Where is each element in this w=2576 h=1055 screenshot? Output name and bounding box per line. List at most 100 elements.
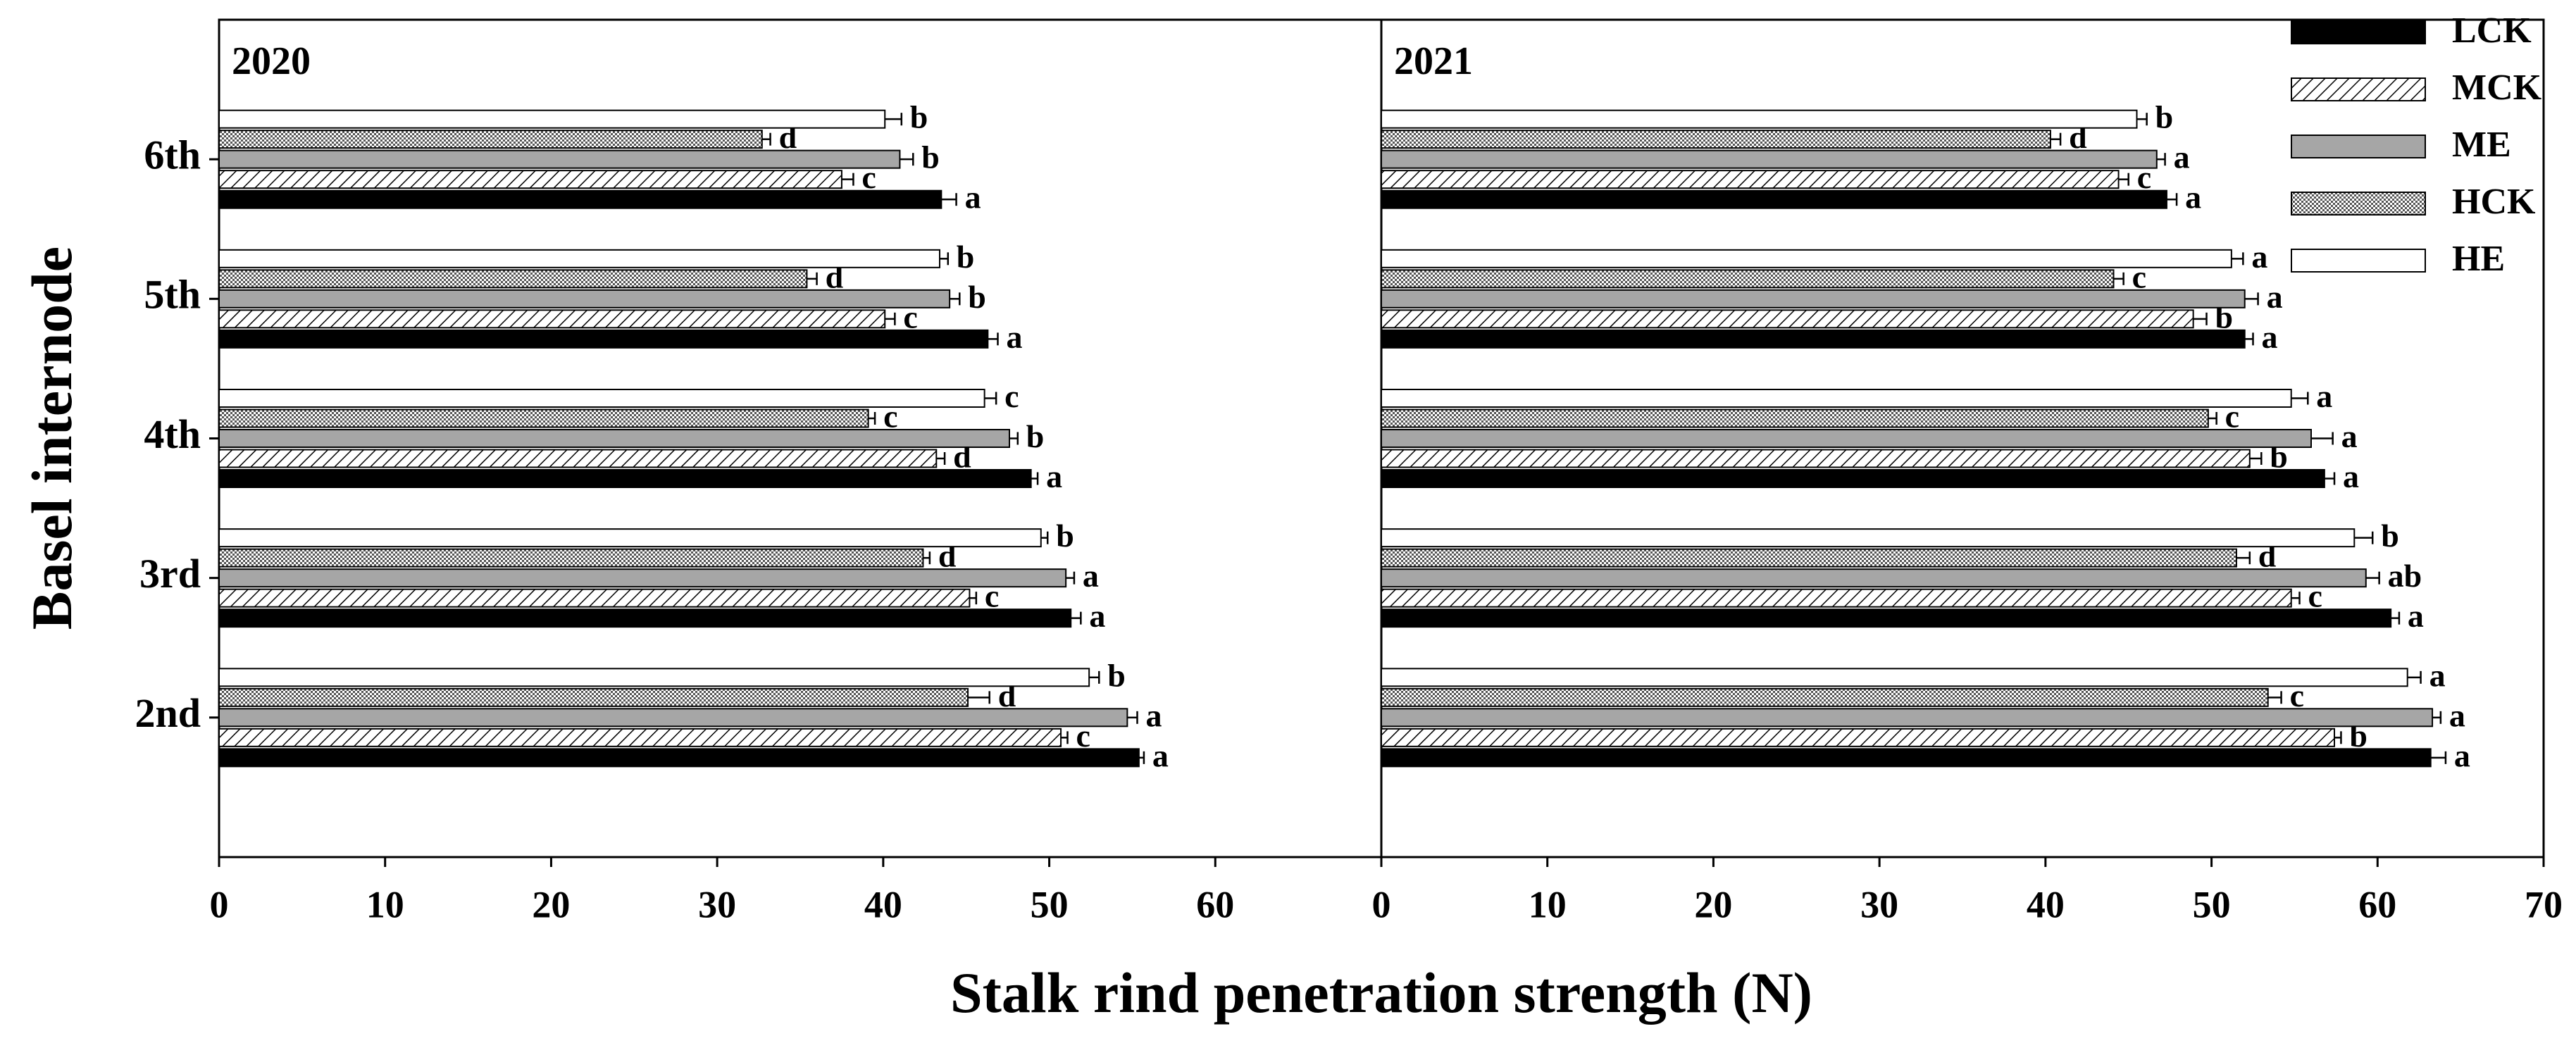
bar [218,189,942,209]
bar [218,389,985,408]
x-tick-label: 20 [1694,883,1732,925]
legend-swatch [2291,20,2426,44]
bar [218,728,1062,747]
bar [218,528,1042,548]
bar [1381,429,2312,448]
bar [1381,109,2138,129]
bar [1381,668,2408,687]
significance-letter: a [1152,737,1169,773]
x-tick-label: 0 [1372,883,1391,925]
x-tick-label: 60 [1196,883,1234,925]
significance-letter: b [2381,518,2399,554]
bar [218,687,969,707]
bar [218,449,938,468]
bar [1381,389,2292,408]
bar [218,130,763,149]
x-tick-label: 0 [210,883,229,925]
bar [218,329,989,349]
bar [218,170,842,189]
bar [1381,449,2251,468]
bar [218,568,1067,588]
significance-letter: a [2341,418,2358,454]
bar [1381,309,2194,329]
bar [218,109,886,129]
legend-label: ME [2452,125,2511,165]
bar [1381,189,2167,209]
significance-letter: a [2185,180,2201,216]
bar [218,289,951,308]
x-tick-label: 10 [366,883,404,925]
legend-label: HCK [2452,182,2536,222]
bar [1381,708,2434,728]
x-tick-label: 40 [864,883,902,925]
bar [1381,269,2115,289]
bar [1381,289,2246,308]
bar [218,588,971,608]
significance-letter: b [2155,99,2174,135]
bar [218,149,901,169]
significance-letter: a [2454,737,2470,773]
bar [218,408,869,428]
x-tick-label: 20 [532,883,570,925]
significance-letter: b [957,239,975,275]
x-tick-label: 10 [1529,883,1567,925]
significance-letter: a [1007,319,1023,355]
significance-letter: a [1089,598,1105,634]
bar [1381,548,2237,568]
legend-label: MCK [2452,68,2542,108]
bar [1381,687,2269,707]
significance-letter: a [1046,458,1062,494]
bar [218,249,940,268]
significance-letter: a [2267,279,2283,315]
bar [1381,588,2292,608]
x-tick-label: 30 [698,883,736,925]
significance-letter: a [2429,657,2446,693]
legend-swatch [2291,77,2426,101]
significance-letter: b [1026,418,1045,454]
bar [1381,149,2158,169]
bar [1381,408,2209,428]
x-tick-label: 60 [2358,883,2396,925]
legend-swatch [2291,249,2426,273]
panel-title: 2021 [1394,39,1473,83]
significance-letter: b [910,99,928,135]
significance-letter: a [2251,239,2267,275]
significance-letter: a [965,180,981,216]
significance-letter: b [1107,657,1126,693]
significance-letter: b [1056,518,1074,554]
y-tick-label: 4th [144,411,201,457]
bar [218,548,924,568]
legend-swatch [2291,192,2426,216]
x-tick-label: 30 [1860,883,1898,925]
significance-letter: b [968,279,986,315]
bar [218,668,1090,687]
legend-swatch [2291,135,2426,158]
y-tick-label: 3rd [139,551,201,597]
bar [1381,728,2335,747]
significance-letter: ab [2388,558,2422,594]
legend-label: HE [2452,239,2505,279]
y-tick-label: 6th [144,132,201,177]
bar [218,309,886,329]
bar [1381,249,2232,268]
bar [1381,748,2432,768]
x-tick-label: 50 [2193,883,2231,925]
significance-letter: a [2174,139,2190,175]
significance-letter: a [1083,558,1099,594]
bar [1381,568,2367,588]
significance-letter: a [2262,319,2278,355]
significance-letter: a [2316,378,2332,414]
x-tick-label: 50 [1031,883,1069,925]
bar [218,469,1032,488]
x-tick-label: 70 [2525,883,2563,925]
bar [1381,608,2392,628]
x-axis-label: Stalk rind penetration strength (N) [950,961,1812,1025]
legend-label: LCK [2452,11,2532,51]
significance-letter: a [2408,598,2424,634]
bar [218,748,1140,768]
panel-title: 2020 [232,39,311,83]
bar [218,608,1072,628]
bar [1381,170,2120,189]
